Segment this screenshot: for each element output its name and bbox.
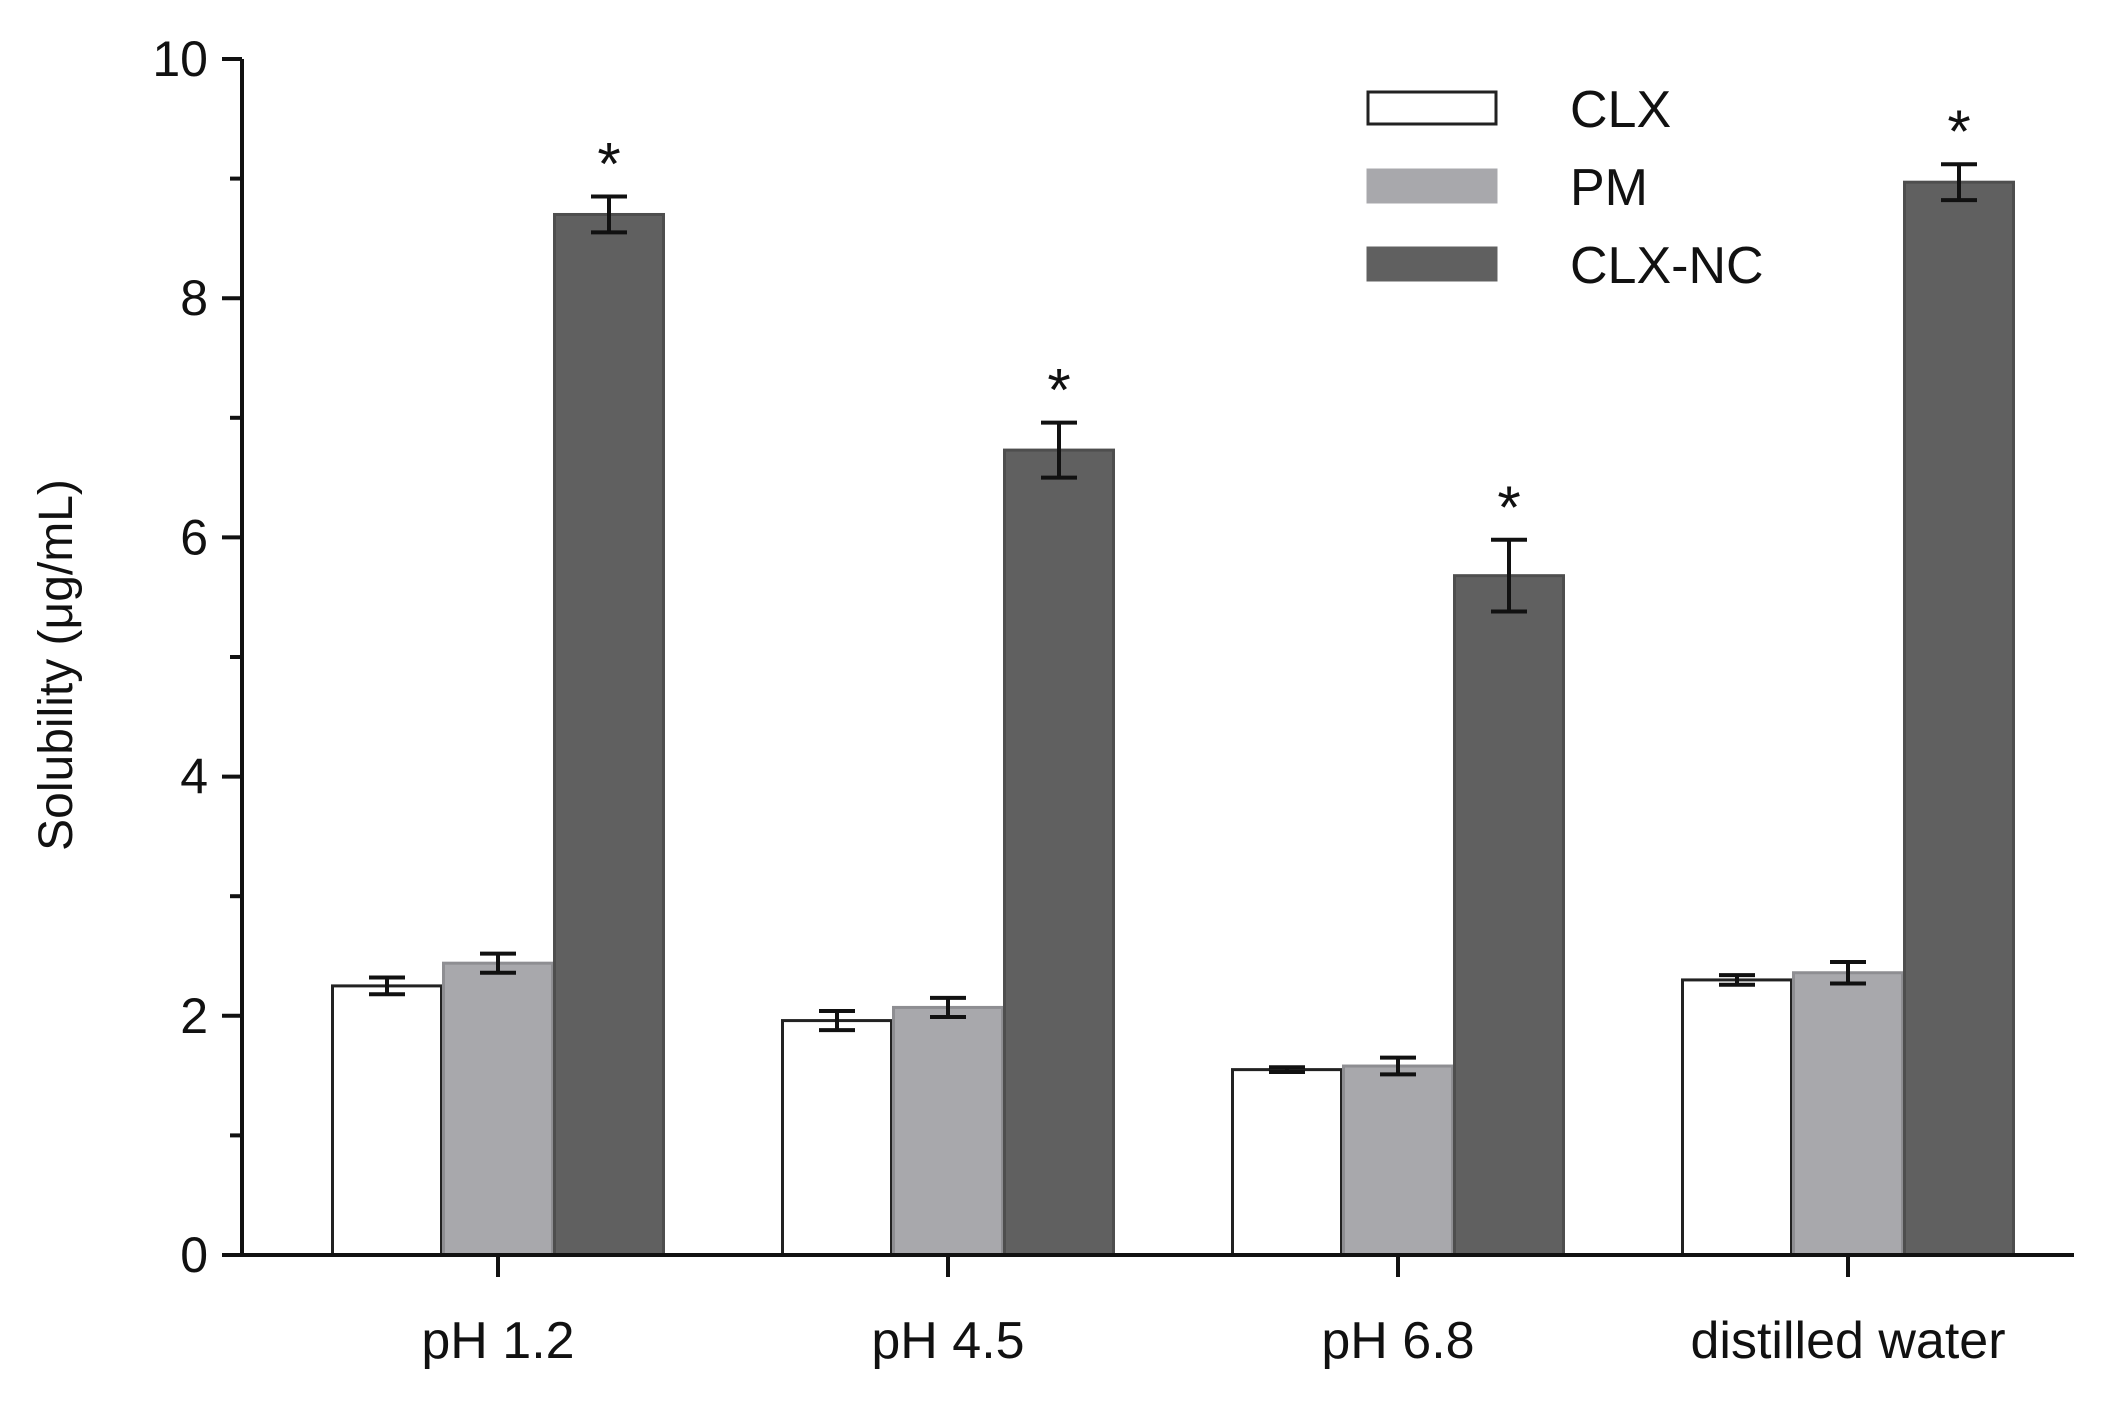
legend-label-pm: PM [1570, 159, 1648, 217]
significance-star-0: * [597, 131, 620, 198]
bar-clx-nc-2 [1453, 574, 1565, 1257]
bar-clx-nc-1 [1003, 448, 1115, 1257]
legend-label-clx: CLX [1570, 81, 1671, 139]
x-ticks-layer: pH 1.2 pH 4.5 pH 6.8 distilled water [421, 1255, 2006, 1370]
x-tick-label-0: pH 1.2 [421, 1312, 574, 1370]
error-bars-layer [369, 162, 1977, 1077]
bar-clx-0 [331, 984, 443, 1257]
legend: CLX PM CLX-NC [1366, 81, 1764, 295]
bar-pm-3 [1792, 971, 1904, 1257]
y-tick-label-6: 6 [180, 509, 208, 565]
legend-swatch-clx [1366, 90, 1498, 126]
legend-swatch-pm [1366, 168, 1498, 204]
y-axis-title: Solubility (μg/mL) [30, 479, 83, 851]
bar-pm-2 [1342, 1064, 1454, 1257]
y-tick-label-4: 4 [180, 749, 208, 805]
x-tick-label-1: pH 4.5 [871, 1312, 1024, 1370]
y-tick-label-2: 2 [180, 988, 208, 1044]
bar-pm-0 [442, 961, 554, 1257]
y-tick-label-10: 10 [152, 31, 208, 87]
x-tick-label-2: pH 6.8 [1321, 1312, 1474, 1370]
bar-clx-1 [781, 1019, 893, 1257]
bar-clx-2 [1231, 1068, 1343, 1257]
bar-clx-nc-0 [553, 212, 665, 1257]
significance-star-3: * [1947, 98, 1970, 165]
legend-swatch-clx-nc [1366, 246, 1498, 282]
bar-clx-3 [1681, 978, 1793, 1257]
bar-clx-nc-3 [1903, 180, 2015, 1257]
bar-pm-1 [892, 1005, 1004, 1257]
legend-label-clx-nc: CLX-NC [1570, 237, 1764, 295]
x-tick-label-3: distilled water [1690, 1312, 2005, 1370]
annotations-layer: * * * * [597, 98, 1970, 541]
y-tick-label-8: 8 [180, 270, 208, 326]
y-ticks-layer: 0 2 4 6 8 10 [152, 31, 242, 1283]
bars-layer [331, 180, 2015, 1257]
significance-star-1: * [1047, 357, 1070, 424]
significance-star-2: * [1497, 474, 1520, 541]
y-tick-label-0: 0 [180, 1227, 208, 1283]
